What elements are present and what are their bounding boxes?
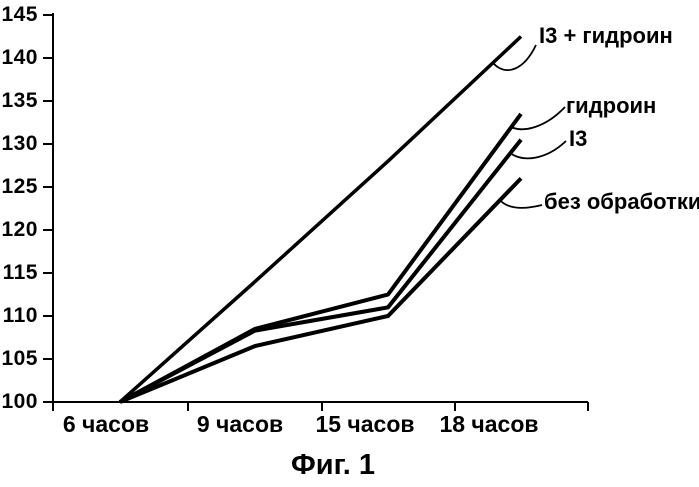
x-axis-label: 9 часов [196, 411, 284, 437]
axes [43, 13, 589, 411]
leader-gidroin [510, 106, 566, 131]
y-tick-label: 140 [1, 46, 38, 69]
series-label-i3: I3 [569, 126, 588, 151]
y-tick-label: 120 [1, 218, 38, 241]
series-lines [118, 35, 523, 404]
y-tick-label: 100 [1, 390, 38, 413]
x-axis-ticks [187, 402, 589, 411]
y-tick-label: 115 [2, 261, 38, 284]
y-tick-label: 105 [1, 347, 38, 370]
annotation-leader-lines [492, 44, 567, 209]
series-line-1 [119, 112, 523, 404]
x-axis-label: 18 часов [439, 411, 539, 437]
x-axis-label: 6 часов [62, 411, 150, 437]
y-tick-label: 135 [1, 89, 38, 112]
figure-caption: Фиг. 1 [291, 449, 375, 481]
y-axis-ticks [43, 14, 53, 403]
series-label-i3-plus-gidroin: I3 + гидроин [539, 23, 673, 48]
y-tick-label: 130 [1, 132, 38, 155]
leader-i3 [509, 140, 567, 160]
series-label-gidroin: гидроин [566, 93, 657, 118]
series-line-3 [119, 177, 523, 404]
x-axis-label: 15 часов [315, 411, 415, 437]
y-tick-label: 110 [2, 304, 38, 327]
leader-i3-plus-gidroin [492, 44, 537, 72]
series-line-0 [118, 35, 523, 404]
leader-bez-obrabotki [498, 198, 543, 209]
y-tick-label: 125 [1, 175, 38, 198]
series-label-bez-obrabotki: без обработки [544, 189, 699, 214]
series-line-2 [119, 138, 523, 404]
y-tick-label: 145 [1, 3, 38, 26]
